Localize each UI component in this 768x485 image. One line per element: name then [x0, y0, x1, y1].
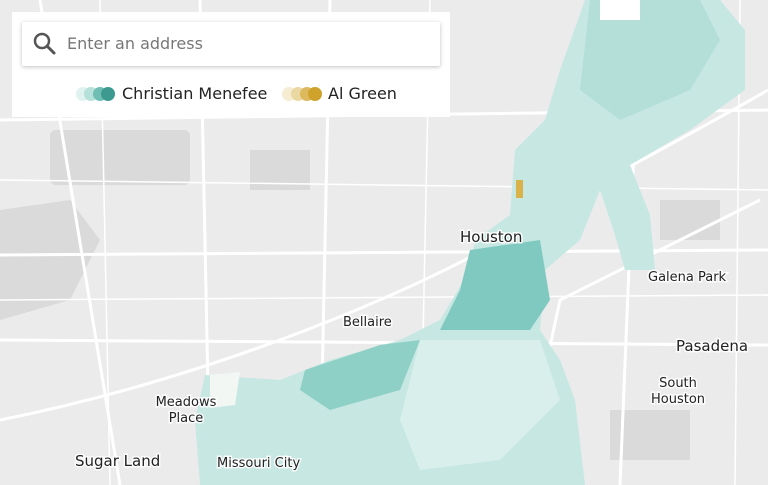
place-label-line: South [659, 376, 697, 391]
search-panel: Enter an address Christian Menefee Al Gr… [12, 12, 450, 117]
place-label-line: Galena Park [648, 270, 727, 285]
district-shading [195, 0, 745, 485]
place-label-line: Bellaire [343, 315, 392, 330]
place-label-line: Meadows [156, 395, 217, 410]
place-label: Sugar Land [75, 452, 160, 470]
place-label: Houston [460, 228, 522, 246]
place-label-line: Sugar Land [75, 452, 160, 470]
al-green-precinct [516, 180, 523, 198]
place-label: Bellaire [343, 315, 392, 330]
legend-label: Al Green [328, 84, 397, 103]
search-placeholder: Enter an address [67, 34, 203, 53]
place-label-line: Pasadena [676, 337, 748, 355]
place-label: Meadows Place [156, 395, 217, 426]
place-label: Galena Park [648, 270, 727, 285]
search-icon [33, 32, 56, 55]
place-label-line: Place [169, 411, 204, 426]
legend-label: Christian Menefee [122, 84, 268, 103]
legend-swatch [282, 87, 322, 101]
place-label-line: Missouri City [217, 456, 300, 471]
map-blocks [0, 130, 720, 460]
place-label-line: Houston [460, 228, 522, 246]
legend-swatch [76, 87, 115, 101]
place-label: Missouri City [217, 456, 300, 471]
place-label: Pasadena [676, 337, 748, 355]
place-label: South Houston [651, 376, 705, 407]
search-input[interactable]: Enter an address [22, 22, 440, 66]
place-label-line: Houston [651, 392, 705, 407]
